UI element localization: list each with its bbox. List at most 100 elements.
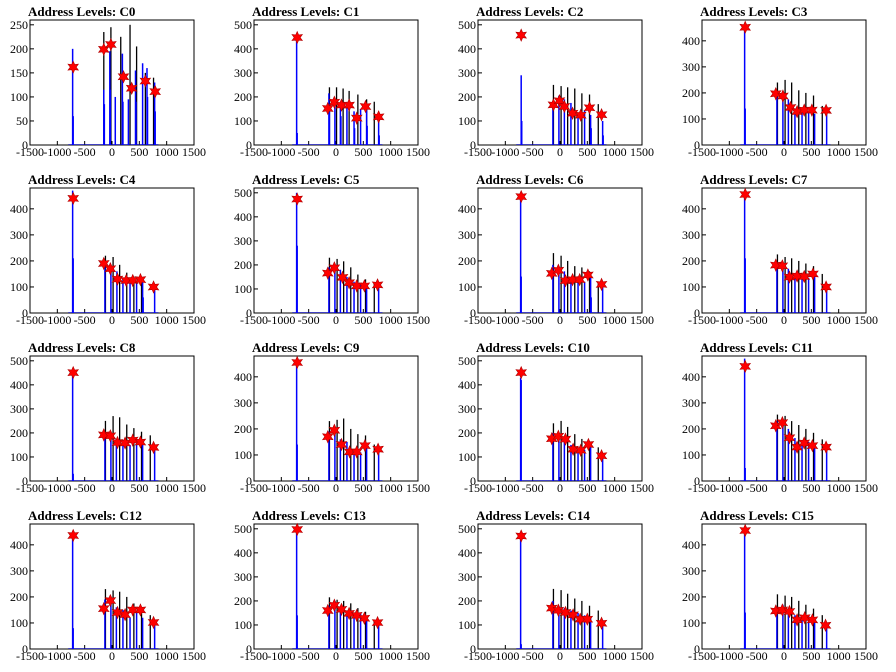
y-tick-label: 200 <box>458 90 476 104</box>
peak-marker <box>111 272 124 286</box>
x-tick-label: 500 <box>354 145 372 159</box>
peak-marker <box>126 433 139 447</box>
x-tick-label: 500 <box>354 313 372 327</box>
y-tick-label: 200 <box>234 594 252 608</box>
y-tick-label: 0 <box>246 138 252 152</box>
peak-marker <box>739 359 752 374</box>
peak-marker <box>567 608 579 622</box>
peak-marker <box>798 436 811 450</box>
x-tick-label: -500 <box>74 145 96 159</box>
y-tick-label: 0 <box>694 474 700 488</box>
histogram-svg: Address Levels: C80100200300400500-1500-… <box>10 340 206 495</box>
x-tick-label: -1000 <box>43 649 71 663</box>
y-tick-label: 400 <box>10 538 28 552</box>
x-tick-label: 1000 <box>155 481 179 495</box>
y-tick-label: 400 <box>682 538 700 552</box>
y-tick-label: 500 <box>458 522 476 536</box>
histogram-panel: Address Levels: C11 0 100 200 300 400 -1500 -10… <box>672 336 896 504</box>
peak-marker <box>552 603 565 618</box>
y-tick-label: 200 <box>458 426 476 440</box>
plot-frame <box>477 19 643 146</box>
y-tick-label: 50 <box>16 114 28 128</box>
plot-frame <box>477 523 643 650</box>
histogram-panel: Address Levels: C0 0 50 100 150 200 250 -1500 -1… <box>0 0 224 168</box>
x-tick-label: 0 <box>109 145 115 159</box>
plot-frame <box>701 523 867 650</box>
y-tick-label: 0 <box>694 138 700 152</box>
peak-marker <box>515 365 528 380</box>
x-tick-label: 1500 <box>406 145 430 159</box>
y-tick-label: 300 <box>10 228 28 242</box>
x-tick-label: -1500 <box>464 145 492 159</box>
panel-title: Address Levels: C10 <box>476 340 590 355</box>
x-tick-label: 500 <box>578 145 596 159</box>
peak-marker <box>582 268 594 282</box>
peak-marker <box>104 429 117 443</box>
x-tick-label: 1500 <box>854 145 878 159</box>
peak-marker <box>134 603 147 617</box>
peak-marker <box>358 279 371 293</box>
x-tick-label: 500 <box>130 313 148 327</box>
histogram-svg: Address Levels: C6 0 100 200 300 400 -1500 -100… <box>458 172 654 327</box>
y-tick-label: 0 <box>22 474 28 488</box>
histogram-svg: Address Levels: C9 0 100 200 300 400 -1500 -100… <box>234 340 430 495</box>
histogram-panel: Address Levels: C15 0 100 200 300 400 -1500 -10… <box>672 504 896 672</box>
y-tick-label: 200 <box>10 254 28 268</box>
peak-marker <box>67 191 80 206</box>
y-tick-label: 100 <box>234 282 252 296</box>
x-tick-label: 0 <box>557 145 563 159</box>
y-tick-label: 300 <box>682 60 700 74</box>
x-tick-label: 1000 <box>603 313 627 327</box>
y-tick-label: 500 <box>458 354 476 368</box>
y-tick-label: 400 <box>458 378 476 392</box>
x-tick-label: -500 <box>74 481 96 495</box>
histogram-panel: Address Levels: C2 0 100 200 300 400 500 -1500-… <box>448 0 672 168</box>
y-tick-label: 400 <box>682 34 700 48</box>
peak-marker <box>552 429 565 444</box>
x-tick-label: -1000 <box>715 313 743 327</box>
peak-marker <box>328 261 341 275</box>
x-tick-label: -1500 <box>16 481 44 495</box>
x-tick-label: 1000 <box>155 649 179 663</box>
histogram-svg: Address Levels: C3 0 100 200 300 400 -1500 -100… <box>682 4 878 159</box>
histogram-panel: Address Levels: C13 0 100 200 300 400 500 -1500… <box>224 504 448 672</box>
y-tick-label: 100 <box>458 114 476 128</box>
x-tick-label: 500 <box>130 481 148 495</box>
y-tick-label: 500 <box>10 354 28 368</box>
x-tick-label: -500 <box>746 481 768 495</box>
histogram-svg: Address Levels: C20100200300400500-1500-… <box>458 4 654 159</box>
peak-marker <box>739 187 752 202</box>
panel-title: Address Levels: C14 <box>476 508 590 523</box>
peak-marker <box>67 365 80 380</box>
y-tick-label: 400 <box>682 202 700 216</box>
peak-marker <box>769 86 782 101</box>
x-tick-label: -500 <box>298 649 320 663</box>
y-tick-label: 0 <box>22 306 28 320</box>
x-tick-label: -1000 <box>267 481 295 495</box>
x-tick-label: -1000 <box>491 313 519 327</box>
y-tick-label: 0 <box>246 306 252 320</box>
panel-title: Address Levels: C5 <box>252 172 360 187</box>
peak-marker <box>553 94 566 108</box>
peak-marker <box>583 100 596 115</box>
x-tick-label: 1000 <box>827 649 851 663</box>
x-tick-label: -1000 <box>267 649 295 663</box>
plot-frame <box>29 523 195 650</box>
y-tick-label: 500 <box>234 186 252 200</box>
x-tick-label: 500 <box>802 481 820 495</box>
peak-marker <box>783 431 796 445</box>
x-tick-label: 1500 <box>406 481 430 495</box>
y-tick-label: 300 <box>10 564 28 578</box>
panel-title: Address Levels: C0 <box>28 4 135 19</box>
x-tick-label: 500 <box>354 649 372 663</box>
peak-marker <box>147 280 160 294</box>
peak-marker <box>67 60 80 74</box>
x-tick-label: -1000 <box>715 649 743 663</box>
x-tick-label: 0 <box>781 313 787 327</box>
y-tick-label: 400 <box>234 210 252 224</box>
x-tick-label: 1500 <box>630 145 654 159</box>
peak-marker <box>566 272 579 287</box>
y-tick-label: 100 <box>458 450 476 464</box>
peak-marker <box>739 523 752 538</box>
x-tick-label: 1500 <box>630 313 654 327</box>
